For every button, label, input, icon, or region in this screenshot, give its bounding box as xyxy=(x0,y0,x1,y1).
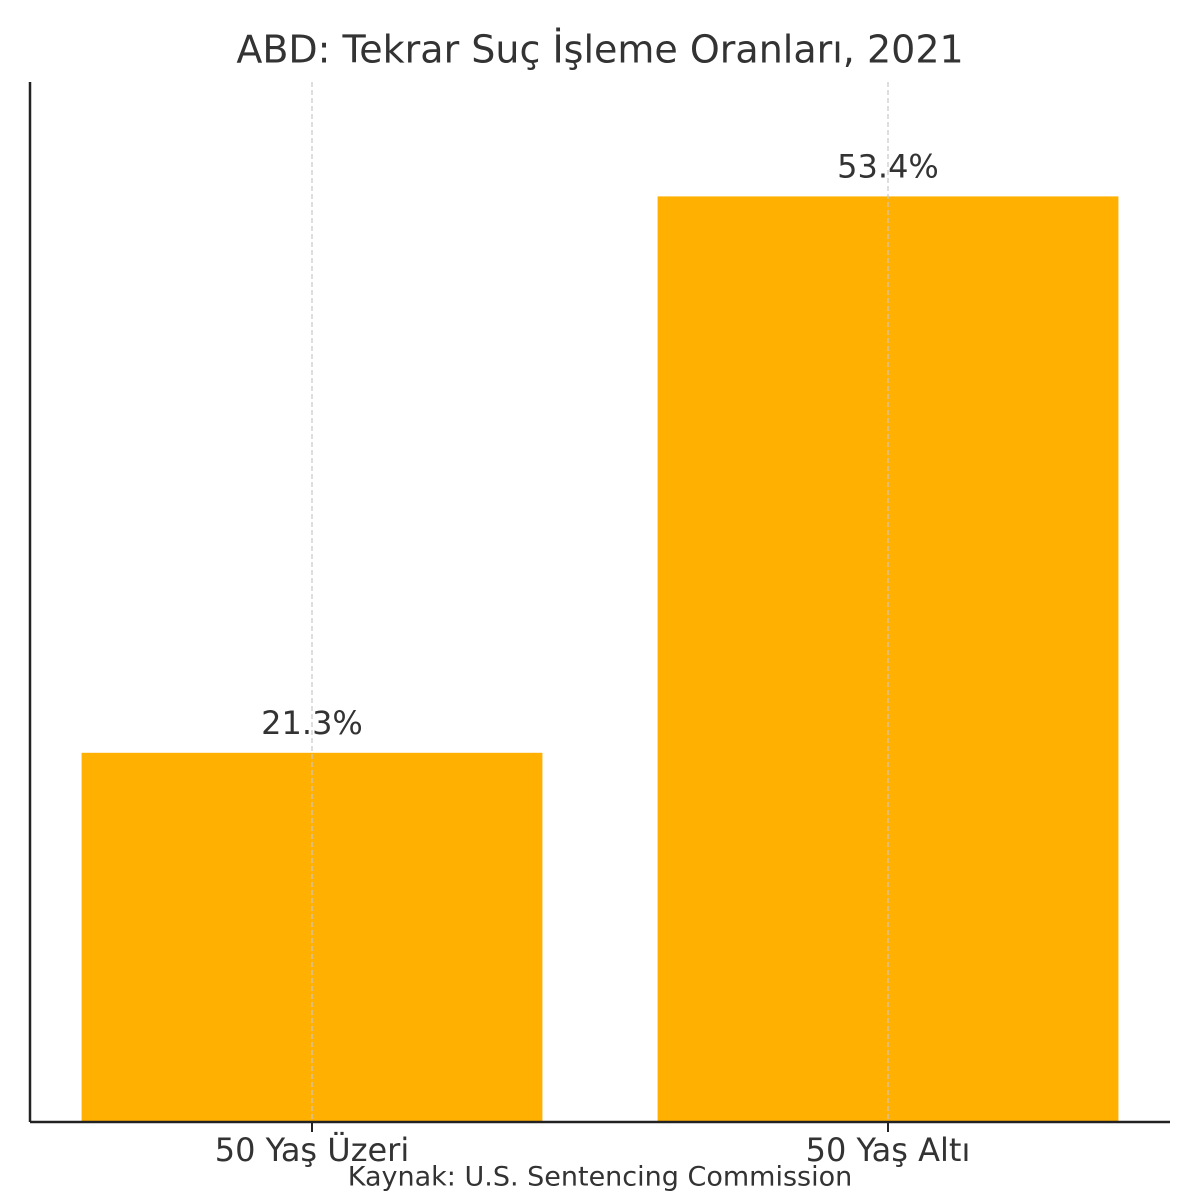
x-tick-label: 50 Yaş Üzeri xyxy=(215,1131,409,1169)
source-note: Kaynak: U.S. Sentencing Commission xyxy=(348,1162,852,1193)
chart-title: ABD: Tekrar Suç İşleme Oranları, 2021 xyxy=(236,28,963,72)
x-tick-label: 50 Yaş Altı xyxy=(806,1131,971,1169)
